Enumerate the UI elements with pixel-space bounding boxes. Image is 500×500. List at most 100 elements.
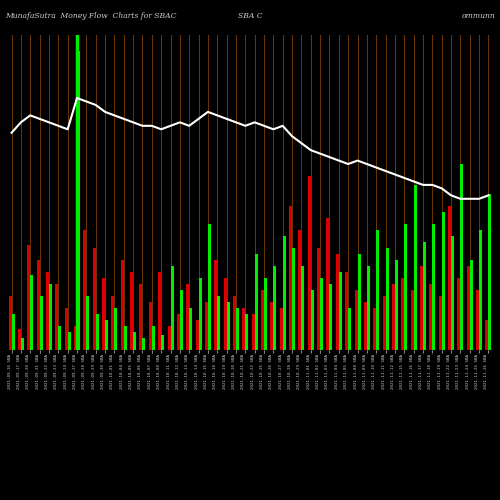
Text: SBA C: SBA C: [238, 12, 262, 20]
Bar: [18, 329, 21, 350]
Bar: [252, 314, 254, 350]
Bar: [274, 266, 276, 350]
Bar: [180, 290, 183, 350]
Bar: [395, 260, 398, 350]
Bar: [130, 272, 133, 350]
Bar: [432, 224, 436, 350]
Bar: [320, 278, 323, 350]
Bar: [40, 296, 42, 350]
Bar: [218, 296, 220, 350]
Bar: [270, 302, 274, 350]
Bar: [476, 290, 479, 350]
Bar: [364, 302, 367, 350]
Text: ommunn: ommunn: [461, 12, 495, 20]
Bar: [58, 326, 61, 350]
Bar: [236, 308, 239, 350]
Bar: [124, 326, 127, 350]
Bar: [86, 296, 90, 350]
Bar: [214, 260, 218, 350]
Bar: [198, 278, 202, 350]
Bar: [330, 284, 332, 350]
Bar: [96, 314, 98, 350]
Bar: [317, 248, 320, 350]
Bar: [158, 272, 161, 350]
Bar: [224, 278, 226, 350]
Bar: [448, 206, 451, 350]
Bar: [358, 254, 360, 350]
Bar: [56, 284, 58, 350]
Bar: [28, 246, 30, 350]
Bar: [102, 278, 105, 350]
Bar: [68, 332, 70, 350]
Bar: [289, 206, 292, 350]
Bar: [336, 254, 339, 350]
Text: MunafaSutra  Money Flow  Charts for SBAC: MunafaSutra Money Flow Charts for SBAC: [5, 12, 176, 20]
Bar: [367, 266, 370, 350]
Bar: [140, 284, 142, 350]
Bar: [254, 254, 258, 350]
Bar: [21, 338, 24, 350]
Bar: [386, 248, 388, 350]
Bar: [376, 230, 379, 350]
Bar: [414, 186, 416, 350]
Bar: [177, 314, 180, 350]
Bar: [208, 224, 211, 350]
Bar: [49, 284, 52, 350]
Bar: [30, 275, 33, 350]
Bar: [458, 278, 460, 350]
Bar: [264, 278, 267, 350]
Bar: [121, 260, 124, 350]
Bar: [84, 230, 86, 350]
Bar: [423, 242, 426, 350]
Bar: [348, 308, 351, 350]
Bar: [420, 266, 423, 350]
Bar: [233, 296, 236, 350]
Bar: [196, 320, 198, 350]
Bar: [488, 194, 492, 350]
Bar: [438, 296, 442, 350]
Bar: [168, 326, 170, 350]
Bar: [302, 266, 304, 350]
Bar: [373, 308, 376, 350]
Bar: [142, 338, 146, 350]
Bar: [470, 260, 472, 350]
Bar: [189, 308, 192, 350]
Bar: [36, 260, 40, 350]
Bar: [74, 326, 77, 350]
Bar: [64, 308, 68, 350]
Bar: [308, 176, 311, 350]
Bar: [170, 266, 173, 350]
Bar: [280, 308, 282, 350]
Bar: [77, 51, 80, 350]
Bar: [410, 290, 414, 350]
Bar: [442, 212, 444, 350]
Bar: [246, 314, 248, 350]
Bar: [186, 284, 189, 350]
Bar: [292, 248, 295, 350]
Bar: [311, 290, 314, 350]
Bar: [486, 320, 488, 350]
Bar: [8, 296, 12, 350]
Bar: [298, 230, 302, 350]
Bar: [402, 278, 404, 350]
Bar: [112, 296, 114, 350]
Bar: [451, 236, 454, 350]
Bar: [382, 296, 386, 350]
Bar: [430, 284, 432, 350]
Bar: [282, 236, 286, 350]
Bar: [149, 302, 152, 350]
Bar: [354, 290, 358, 350]
Bar: [242, 308, 246, 350]
Bar: [460, 164, 464, 350]
Bar: [161, 335, 164, 350]
Bar: [226, 302, 230, 350]
Bar: [467, 266, 470, 350]
Bar: [339, 272, 342, 350]
Bar: [345, 272, 348, 350]
Bar: [479, 230, 482, 350]
Bar: [326, 218, 330, 350]
Bar: [261, 290, 264, 350]
Bar: [404, 224, 407, 350]
Bar: [105, 320, 108, 350]
Bar: [152, 326, 155, 350]
